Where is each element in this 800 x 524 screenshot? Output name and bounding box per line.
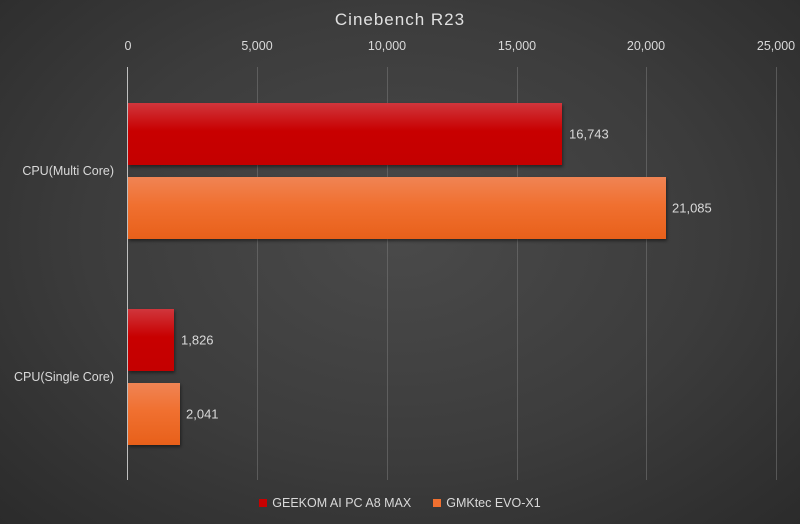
bar-gmktec-multi-core	[128, 177, 666, 239]
legend-swatch-icon	[259, 499, 268, 507]
value-label: 16,743	[569, 126, 609, 142]
gridline	[257, 67, 258, 480]
x-tick-label: 0	[124, 39, 132, 53]
gridline	[776, 67, 777, 480]
chart-title: Cinebench R23	[334, 10, 466, 29]
gridline	[387, 67, 388, 480]
legend-label: GEEKOM AI PC A8 MAX	[272, 496, 412, 510]
bar-geekom-multi-core	[128, 103, 562, 165]
category-label-multi-core: CPU(Multi Core)	[22, 164, 114, 178]
x-tick-label: 25,000	[756, 39, 796, 53]
category-axis-line	[127, 67, 128, 480]
legend-item-geekom: GEEKOM AI PC A8 MAX	[259, 496, 411, 510]
legend-swatch-icon	[433, 499, 442, 507]
bar-gmktec-single-core	[128, 383, 180, 445]
x-tick-label: 15,000	[497, 39, 537, 53]
bar-geekom-single-core	[128, 309, 174, 371]
gridline	[517, 67, 518, 480]
category-label-single-core: CPU(Single Core)	[13, 370, 114, 384]
gridline	[646, 67, 647, 480]
value-label: 2,041	[186, 406, 219, 422]
legend: GEEKOM AI PC A8 MAX GMKtec EVO-X1	[0, 496, 800, 510]
x-tick-label: 5,000	[241, 39, 273, 53]
x-tick-label: 20,000	[626, 39, 666, 53]
legend-label: GMKtec EVO-X1	[446, 496, 541, 510]
legend-item-gmktec: GMKtec EVO-X1	[433, 496, 541, 510]
x-tick-label: 10,000	[367, 39, 407, 53]
value-label: 1,826	[181, 332, 214, 348]
value-label: 21,085	[672, 200, 712, 216]
